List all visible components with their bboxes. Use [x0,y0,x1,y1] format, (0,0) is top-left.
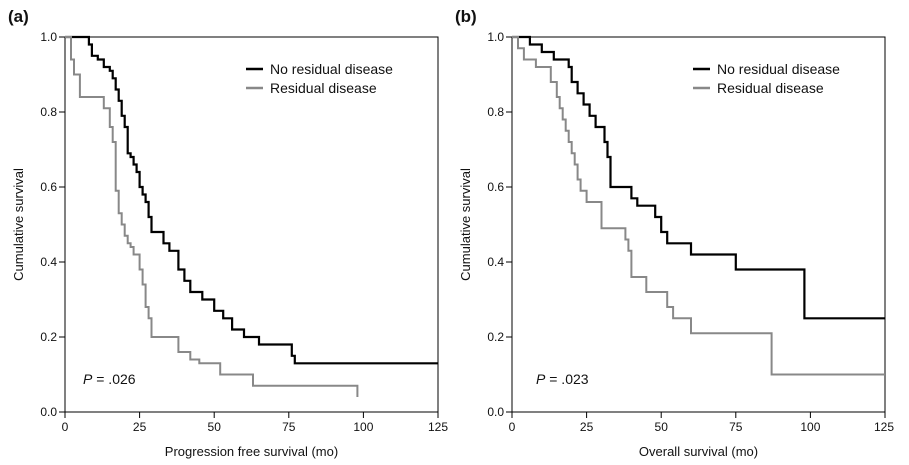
y-tick-label-a: 0.2 [40,330,57,344]
y-ticks-a: 0.0 0.2 0.4 0.6 0.8 1.0 [40,30,65,419]
x-tick-label-b: 100 [800,420,820,434]
y-tick-label-b: 0.0 [487,405,504,419]
series-no-residual-disease-b [512,35,885,320]
x-tick-label-b: 125 [874,420,894,434]
legend-a: No residual disease Residual disease [246,61,393,96]
y-tick-label-a: 0.0 [40,405,57,419]
survival-curve-no-residual-disease [512,35,885,320]
y-tick-label-a: 0.6 [40,180,57,194]
x-tick-label-a: 0 [62,420,69,434]
p-value-annotation-b: P = .023 [536,371,589,387]
x-tick-label-a: 25 [133,420,147,434]
x-tick-label-a: 125 [428,420,448,434]
x-tick-label-b: 25 [580,420,594,434]
survival-curve-no-residual-disease [65,35,438,365]
survival-curve-residual-disease [512,36,885,376]
x-tick-label-b: 50 [655,420,669,434]
panel-b: (b) 0 25 50 75 100 125 0.0 0.2 0.4 0 [455,7,894,459]
series-residual-disease-a [65,36,359,397]
plot-frame-b [511,36,886,413]
y-tick-label-b: 0.2 [487,330,504,344]
y-tick-label-a: 0.8 [40,105,57,119]
p-symbol-a: P [83,371,93,387]
legend-b: No residual disease Residual disease [693,61,840,96]
x-tick-label-a: 100 [353,420,373,434]
y-tick-label-a: 0.4 [40,255,57,269]
y-tick-label-b: 0.4 [487,255,504,269]
x-axis-label-b: Overall survival (mo) [639,444,758,459]
series-residual-disease-b [512,36,885,376]
p-value-a: = .026 [92,371,135,387]
panel-label-a: (a) [8,7,29,26]
survival-curve-residual-disease [65,36,359,397]
series-no-residual-disease-a [65,35,438,365]
y-tick-label-b: 0.6 [487,180,504,194]
y-tick-label-a: 1.0 [40,30,57,44]
x-tick-label-a: 50 [208,420,222,434]
y-axis-label-b: Cumulative survival [458,168,473,281]
p-symbol-b: P [536,371,546,387]
panel-label-b: (b) [455,7,477,26]
x-tick-label-b: 0 [509,420,516,434]
x-tick-label-a: 75 [282,420,296,434]
legend-label-residual-a: Residual disease [270,80,377,96]
x-tick-label-b: 75 [729,420,743,434]
legend-label-no-residual-a: No residual disease [270,61,393,77]
x-ticks-a: 0 25 50 75 100 125 [62,412,448,434]
p-value-b: = .023 [545,371,588,387]
y-tick-label-b: 0.8 [487,105,504,119]
y-axis-label-a: Cumulative survival [11,168,26,281]
p-value-annotation-a: P = .026 [83,371,136,387]
y-ticks-b: 0.0 0.2 0.4 0.6 0.8 1.0 [487,30,512,419]
legend-label-residual-b: Residual disease [717,80,824,96]
y-tick-label-b: 1.0 [487,30,504,44]
plot-frame-a [64,36,439,413]
x-axis-label-a: Progression free survival (mo) [165,444,338,459]
panel-a: (a) 0 25 50 75 100 125 0.0 0.2 0.4 0 [8,7,448,459]
x-ticks-b: 0 25 50 75 100 125 [509,412,894,434]
legend-label-no-residual-b: No residual disease [717,61,840,77]
